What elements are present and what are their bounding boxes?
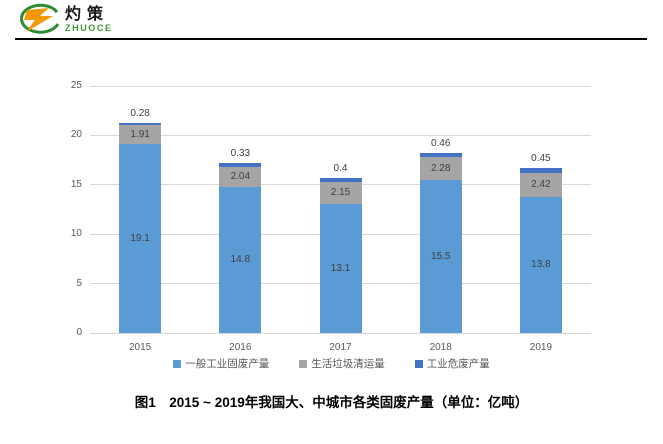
bar-segment-2016-一般工业固废产量 xyxy=(219,186,262,333)
logo-icon xyxy=(20,3,60,34)
y-tick-5: 5 xyxy=(76,277,82,289)
value-label-2017-生活垃圾清运量: 2.15 xyxy=(330,187,351,199)
value-label-2019-生活垃圾清运量: 2.42 xyxy=(531,179,551,191)
logo: 灼策 ZHUOCE xyxy=(17,3,113,36)
y-tick-25: 25 xyxy=(70,80,82,91)
bar-segment-2017-生活垃圾清运量 xyxy=(319,182,362,204)
y-tick-10: 10 xyxy=(70,228,82,240)
logo-text: 灼策 ZHUOCE xyxy=(65,6,113,33)
logo-text-en: ZHUOCE xyxy=(65,23,113,33)
legend-swatch-工业危废产量 xyxy=(414,359,423,368)
legend-item-一般工业固废产量: 一般工业固废产量 xyxy=(173,356,269,371)
value-label-2017-一般工业固废产量: 13.1 xyxy=(330,262,351,274)
plot-area: 19.1 1.91 0.28 14.8 2.04 0.33 13.1 2.15 0.4 15.5 2… xyxy=(90,85,591,334)
bar-segment-2019-工业危废产量 xyxy=(519,168,562,173)
gridline-25 xyxy=(90,85,591,87)
header: 灼策 ZHUOCE xyxy=(0,0,663,42)
bar-segment-2017-工业危废产量 xyxy=(319,178,362,183)
value-label-2016-生活垃圾清运量: 2.04 xyxy=(230,171,251,183)
value-label-2018-生活垃圾清运量: 2.28 xyxy=(430,163,451,175)
value-label-2016-工业危废产量: 0.33 xyxy=(230,148,251,160)
bar-segment-2017-一般工业固废产量 xyxy=(319,203,362,333)
y-tick-15: 15 xyxy=(70,178,82,190)
value-label-2015-一般工业固废产量: 19.1 xyxy=(130,233,150,245)
x-tick-2019: 2019 xyxy=(529,342,553,353)
legend-item-工业危废产量: 工业危废产量 xyxy=(414,356,490,371)
legend-swatch-一般工业固废产量 xyxy=(173,359,182,368)
bar-segment-2015-生活垃圾清运量 xyxy=(119,125,162,145)
value-label-2018-工业危废产量: 0.46 xyxy=(430,137,451,149)
bar-segment-2019-一般工业固废产量 xyxy=(519,196,562,333)
gridline-0 xyxy=(90,332,591,334)
x-tick-2017: 2017 xyxy=(329,342,352,353)
value-label-2015-生活垃圾清运量: 1.91 xyxy=(130,129,150,141)
bar-segment-2018-工业危废产量 xyxy=(419,152,462,158)
bar-segment-2018-生活垃圾清运量 xyxy=(419,157,462,180)
legend: 一般工业固废产量 生活垃圾清运量 工业危废产量 xyxy=(0,356,663,371)
stacked-bar-chart: 19.1 1.91 0.28 14.8 2.04 0.33 13.1 2.15 0.4 15.5 2… xyxy=(0,50,663,380)
x-tick-2018: 2018 xyxy=(429,342,452,353)
value-label-2016-一般工业固废产量: 14.8 xyxy=(230,254,251,266)
x-tick-2015: 2015 xyxy=(128,342,152,353)
value-label-2017-工业危废产量: 0.4 xyxy=(333,163,348,175)
bar-segment-2018-一般工业固废产量 xyxy=(419,179,462,333)
bar-segment-2015-一般工业固废产量 xyxy=(119,144,162,333)
logo-text-cn: 灼策 xyxy=(65,6,110,23)
legend-swatch-生活垃圾清运量 xyxy=(299,359,308,368)
bar-segment-2019-生活垃圾清运量 xyxy=(519,172,562,197)
legend-label-生活垃圾清运量: 生活垃圾清运量 xyxy=(311,358,385,370)
bar-segment-2015-工业危废产量 xyxy=(119,122,162,126)
value-label-2018-一般工业固废产量: 15.5 xyxy=(430,250,451,262)
legend-label-一般工业固废产量: 一般工业固废产量 xyxy=(185,358,270,370)
y-tick-0: 0 xyxy=(76,327,82,338)
bar-segment-2016-工业危废产量 xyxy=(219,163,262,167)
x-tick-2016: 2016 xyxy=(229,342,252,353)
legend-label-工业危废产量: 工业危废产量 xyxy=(426,358,490,370)
y-tick-20: 20 xyxy=(70,129,82,141)
gridline-20 xyxy=(90,134,591,136)
value-label-2019-一般工业固废产量: 13.8 xyxy=(531,259,551,271)
value-label-2015-工业危废产量: 0.28 xyxy=(130,107,150,119)
chart-caption: 图1 2015 ~ 2019年我国大、中城市各类固废产量（单位：亿吨） xyxy=(134,395,529,410)
value-label-2019-工业危废产量: 0.45 xyxy=(531,153,551,165)
bar-segment-2016-生活垃圾清运量 xyxy=(219,166,262,187)
legend-item-生活垃圾清运量: 生活垃圾清运量 xyxy=(299,356,385,371)
header-divider xyxy=(15,38,647,40)
